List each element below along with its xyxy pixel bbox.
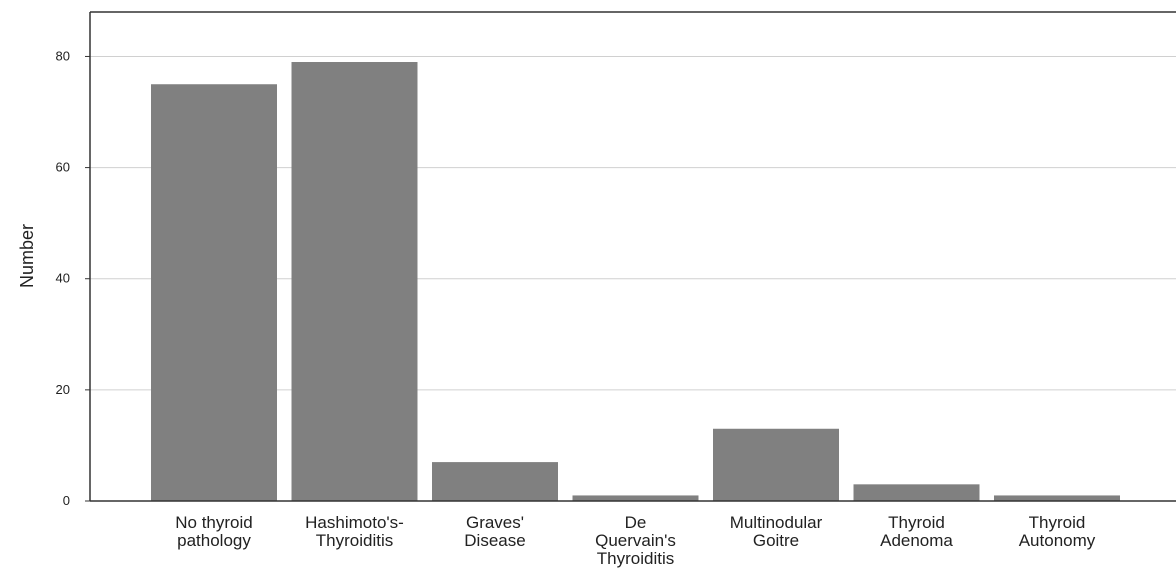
x-category-label: Thyroid Adenoma <box>880 513 953 550</box>
bar <box>572 495 699 501</box>
bar <box>994 495 1120 501</box>
y-tick-label: 80 <box>56 48 70 63</box>
bar <box>853 484 980 501</box>
y-tick-label: 60 <box>56 160 70 175</box>
x-category-label: No thyroid pathology <box>175 513 252 550</box>
bar <box>291 62 418 502</box>
x-category-label-line: Thyroiditis <box>316 531 393 550</box>
x-category-label: Multinodular Goitre <box>730 513 823 550</box>
x-category-label: Hashimoto's-Thyroiditis <box>305 513 404 550</box>
x-category-label-line: De <box>625 513 647 532</box>
x-category-label-line: Adenoma <box>880 531 953 550</box>
x-category-label-line: Graves' <box>466 513 524 532</box>
x-category-label: De Quervain's Thyroiditis <box>595 513 676 568</box>
x-category-label: Thyroid Autonomy <box>1019 513 1096 550</box>
y-tick-labels: 0 20 40 60 80 <box>56 48 70 508</box>
x-category-label-line: Goitre <box>753 531 799 550</box>
bar <box>151 84 277 501</box>
y-tick-label: 20 <box>56 382 70 397</box>
x-category-label-line: Thyroid <box>888 513 945 532</box>
x-category-label-line: Multinodular <box>730 513 823 532</box>
x-category-label-line: Hashimoto's- <box>305 513 404 532</box>
x-category-label-line: Quervain's <box>595 531 676 550</box>
x-category-label-line: No thyroid <box>175 513 252 532</box>
y-tick-label: 0 <box>63 493 70 508</box>
bars <box>151 62 1120 502</box>
x-category-label-line: Thyroid <box>1029 513 1086 532</box>
x-category-label-line: pathology <box>177 531 251 550</box>
bar <box>713 428 839 501</box>
x-category-label: Graves' Disease <box>464 513 525 550</box>
x-category-label-line: Thyroiditis <box>597 549 674 568</box>
y-axis-label: Number <box>17 224 37 288</box>
x-category-labels: No thyroid pathologyHashimoto's-Thyroidit… <box>175 513 1096 568</box>
bar <box>432 462 558 501</box>
x-category-label-line: Autonomy <box>1019 531 1096 550</box>
y-tick-label: 40 <box>56 271 70 286</box>
x-category-label-line: Disease <box>464 531 525 550</box>
axes <box>85 11 1176 502</box>
